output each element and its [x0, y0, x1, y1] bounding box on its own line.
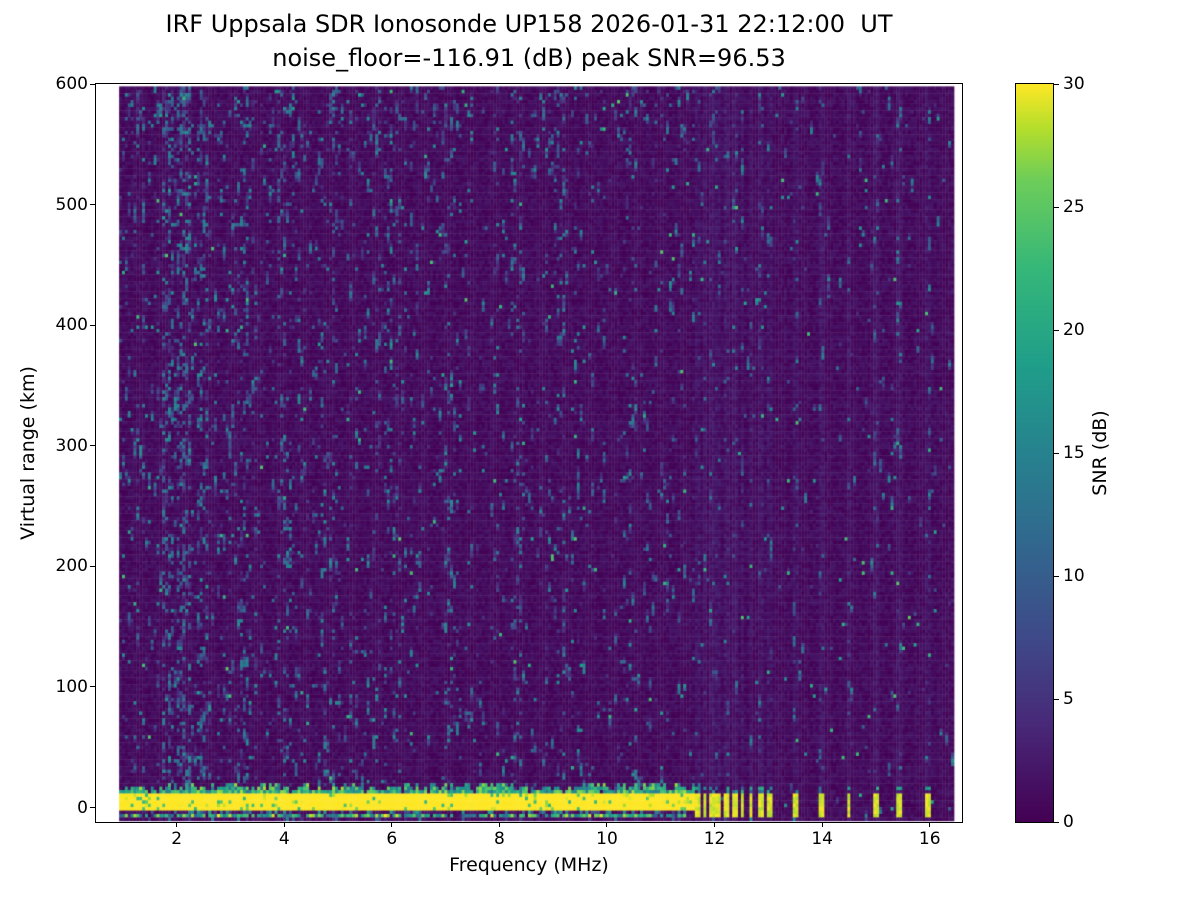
colorbar-tick-mark — [1054, 698, 1059, 700]
y-tick-mark — [90, 565, 96, 567]
colorbar-tick-label: 10 — [1063, 566, 1085, 586]
y-tick-mark — [90, 204, 96, 206]
y-tick-label: 200 — [55, 556, 88, 577]
y-tick-mark — [90, 324, 96, 326]
x-tick-label: 8 — [493, 829, 505, 849]
y-tick-label: 100 — [55, 676, 88, 697]
x-tick-mark — [498, 822, 500, 827]
x-tick-mark — [283, 822, 285, 827]
x-tick-mark — [606, 822, 608, 827]
y-axis-label: Virtual range (km) — [17, 366, 39, 540]
colorbar-tick-label: 5 — [1063, 689, 1074, 709]
x-tick-label: 16 — [918, 829, 941, 849]
x-tick-label: 10 — [596, 829, 618, 849]
colorbar-tick-mark — [1054, 83, 1059, 85]
y-tick-mark — [90, 445, 96, 447]
colorbar-tick-label: 30 — [1063, 74, 1085, 94]
x-tick-label: 12 — [703, 829, 726, 849]
y-tick-label: 600 — [55, 74, 88, 94]
ionogram-heatmap-canvas — [96, 84, 962, 822]
y-tick-mark — [90, 807, 96, 809]
colorbar-tick-mark — [1054, 452, 1059, 454]
chart-subtitle: noise_floor=-116.91 (dB) peak SNR=96.53 — [272, 44, 786, 72]
y-tick-label: 300 — [55, 435, 88, 456]
colorbar-tick-mark — [1054, 821, 1059, 823]
y-tick-label: 400 — [55, 315, 88, 336]
x-tick-mark — [714, 822, 716, 827]
colorbar-tick-label: 20 — [1063, 320, 1085, 340]
plot-area — [95, 83, 963, 823]
colorbar-tick-mark — [1054, 329, 1059, 331]
x-tick-mark — [929, 822, 931, 827]
x-axis-label: Frequency (MHz) — [449, 854, 609, 876]
colorbar-tick-mark — [1054, 206, 1059, 208]
colorbar-tick-label: 25 — [1063, 197, 1085, 217]
chart-title: IRF Uppsala SDR Ionosonde UP158 2026-01-… — [165, 10, 893, 38]
y-tick-mark — [90, 686, 96, 688]
x-tick-mark — [176, 822, 178, 827]
colorbar-tick-label: 15 — [1063, 443, 1085, 463]
y-tick-label: 500 — [55, 194, 88, 215]
colorbar-tick-mark — [1054, 575, 1059, 577]
colorbar-tick-label: 0 — [1063, 812, 1074, 832]
colorbar — [1015, 83, 1054, 823]
y-tick-label: 0 — [77, 797, 88, 818]
x-tick-label: 14 — [811, 829, 833, 849]
x-tick-mark — [391, 822, 393, 827]
x-tick-label: 6 — [386, 829, 398, 849]
x-tick-mark — [821, 822, 823, 827]
y-tick-mark — [90, 83, 96, 85]
colorbar-gradient-canvas — [1016, 84, 1053, 822]
colorbar-label: SNR (dB) — [1089, 410, 1111, 496]
x-tick-label: 4 — [278, 829, 290, 849]
x-tick-label: 2 — [171, 829, 183, 849]
